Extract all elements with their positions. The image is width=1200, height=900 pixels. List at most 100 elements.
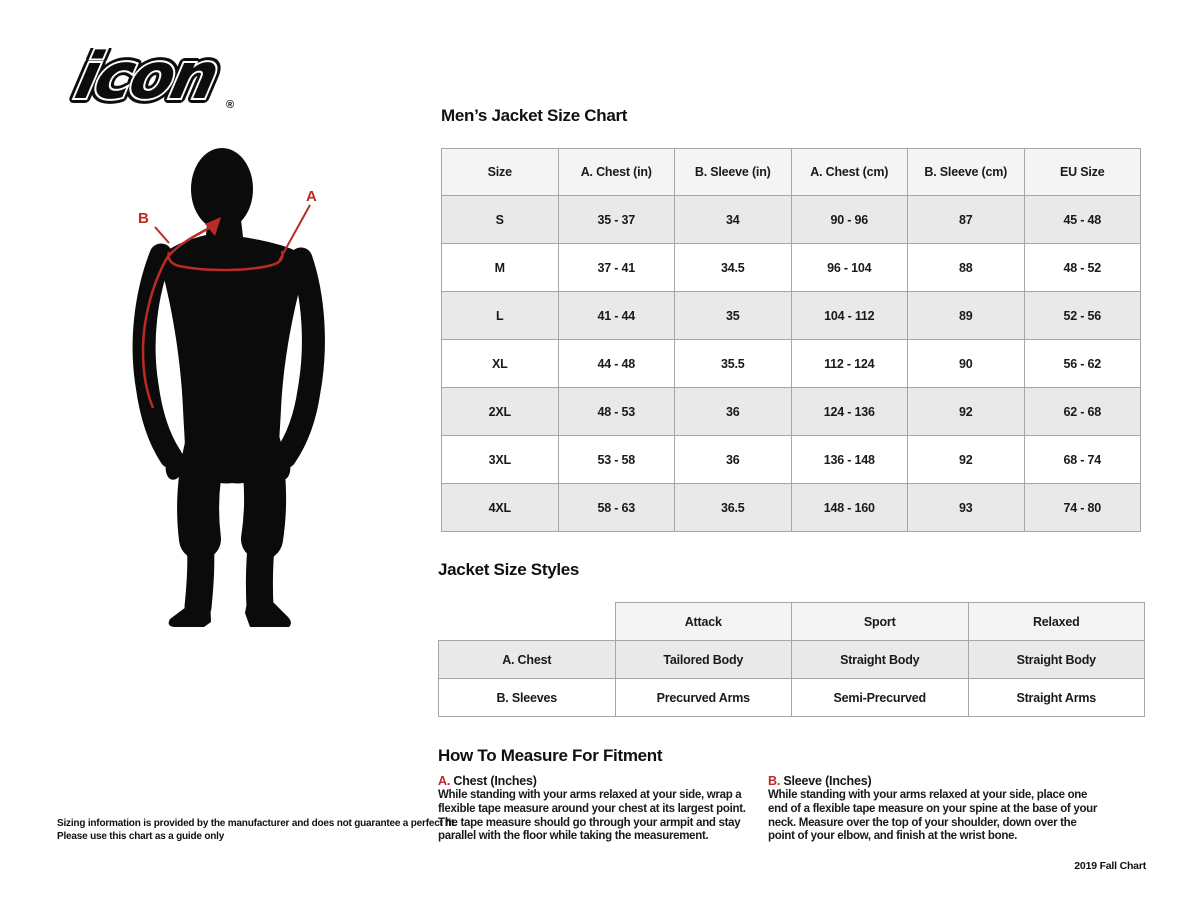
disclaimer-line-2: Please use this chart as a guide only [57, 831, 225, 842]
b-pointer-line [154, 226, 170, 244]
row-label: S [441, 195, 559, 244]
cell: 34.5 [674, 243, 792, 292]
cell: 35 [674, 291, 792, 340]
size-chart-table: Size A. Chest (in) B. Sleeve (in) A. Chest … [441, 148, 1141, 532]
table-row: 3XL 53 - 58 36 136 - 148 92 68 - 74 [441, 435, 1141, 484]
cell: 92 [907, 387, 1025, 436]
size-chart-title: Men’s Jacket Size Chart [441, 106, 628, 125]
column-header: Size [441, 148, 559, 196]
chart-version-label: 2019 Fall Chart [1074, 860, 1146, 872]
column-header: A. Chest (cm) [790, 148, 908, 196]
row-label: 4XL [441, 483, 559, 532]
column-header: Relaxed [967, 602, 1145, 641]
cell: 90 - 96 [790, 195, 908, 244]
measure-chest-block: A. Chest (Inches) While standing with yo… [438, 774, 763, 844]
measure-section-title: How To Measure For Fitment [438, 746, 663, 765]
blank-corner-cell [439, 603, 616, 641]
table-row: M 37 - 41 34.5 96 - 104 88 48 - 52 [441, 243, 1141, 292]
measure-chest-body: While standing with your arms relaxed at… [438, 789, 746, 843]
cell: 104 - 112 [790, 291, 908, 340]
row-label: 2XL [441, 387, 559, 436]
cell: 88 [907, 243, 1025, 292]
cell: 92 [907, 435, 1025, 484]
row-label: B. Sleeves [438, 678, 616, 717]
measure-chest-prefix: A. [438, 774, 451, 788]
cell: 124 - 136 [790, 387, 908, 436]
styles-table-container: Attack Sport Relaxed A. Chest Tailored Body… [438, 602, 1145, 717]
row-label: 3XL [441, 435, 559, 484]
cell: 74 - 80 [1023, 483, 1141, 532]
disclaimer-line-1: Sizing information is provided by the ma… [57, 818, 457, 829]
sleeve-measure-line [141, 223, 216, 409]
logo-outline-layer: icon [69, 48, 223, 112]
table-row: XL 44 - 48 35.5 112 - 124 90 56 - 62 [441, 339, 1141, 388]
cell: 36 [674, 387, 792, 436]
cell: 52 - 56 [1023, 291, 1141, 340]
row-label: L [441, 291, 559, 340]
cell: 148 - 160 [790, 483, 908, 532]
cell: 35 - 37 [557, 195, 675, 244]
row-label: A. Chest [438, 640, 616, 679]
cell: Semi-Precurved [791, 678, 969, 717]
cell: 56 - 62 [1023, 339, 1141, 388]
cell: 96 - 104 [790, 243, 908, 292]
measure-chest-heading-text: Chest (Inches) [453, 774, 537, 788]
cell: Precurved Arms [614, 678, 792, 717]
styles-chart-title: Jacket Size Styles [438, 560, 580, 579]
cell: 36 [674, 435, 792, 484]
measure-chest-heading: A. Chest (Inches) [438, 774, 763, 788]
column-header: A. Chest (in) [557, 148, 675, 196]
cell: Straight Body [791, 640, 969, 679]
styles-header-row: Attack Sport Relaxed [439, 602, 1145, 641]
measurement-figure: B A [132, 148, 325, 627]
cell: 36.5 [674, 483, 792, 532]
figure-label-b: B [138, 210, 149, 227]
column-header: Attack [614, 602, 792, 641]
cell: 48 - 53 [557, 387, 675, 436]
cell: 35.5 [674, 339, 792, 388]
measure-sleeve-prefix: B. [768, 774, 781, 788]
row-label: XL [441, 339, 559, 388]
cell: 41 - 44 [557, 291, 675, 340]
styles-table: Attack Sport Relaxed A. Chest Tailored Body… [438, 602, 1145, 717]
cell: 93 [907, 483, 1025, 532]
cell: 37 - 41 [557, 243, 675, 292]
a-pointer-line [278, 204, 311, 262]
measurement-guides [141, 204, 311, 409]
cell: Straight Arms [967, 678, 1145, 717]
logo-keyline-layer: icon [69, 48, 223, 112]
table-row: 2XL 48 - 53 36 124 - 136 92 62 - 68 [441, 387, 1141, 436]
registered-trademark-icon: ® [226, 99, 234, 111]
column-header: B. Sleeve (cm) [907, 148, 1025, 196]
measure-sleeve-body: While standing with your arms relaxed at… [768, 789, 1098, 843]
table-row: A. Chest Tailored Body Straight Body Straig… [438, 640, 1145, 679]
cell: Straight Body [967, 640, 1145, 679]
cell: 53 - 58 [557, 435, 675, 484]
man-silhouette-icon [132, 148, 325, 627]
measure-sleeve-block: B. Sleeve (Inches) While standing with y… [768, 774, 1100, 844]
measure-sleeve-heading-text: Sleeve (Inches) [783, 774, 872, 788]
table-row: S 35 - 37 34 90 - 96 87 45 - 48 [441, 195, 1141, 244]
cell: 58 - 63 [557, 483, 675, 532]
cell: 136 - 148 [790, 435, 908, 484]
column-header: B. Sleeve (in) [674, 148, 792, 196]
column-header: Sport [791, 602, 969, 641]
cell: 62 - 68 [1023, 387, 1141, 436]
figure-label-a: A [306, 188, 317, 205]
cell: 90 [907, 339, 1025, 388]
measure-sleeve-heading: B. Sleeve (Inches) [768, 774, 1100, 788]
size-chart-header-row: Size A. Chest (in) B. Sleeve (in) A. Chest … [441, 148, 1141, 196]
cell: 44 - 48 [557, 339, 675, 388]
logo-fill-layer: icon [69, 48, 223, 112]
column-header: EU Size [1023, 148, 1141, 196]
cell: 48 - 52 [1023, 243, 1141, 292]
cell: 87 [907, 195, 1025, 244]
table-row: L 41 - 44 35 104 - 112 89 52 - 56 [441, 291, 1141, 340]
cell: 112 - 124 [790, 339, 908, 388]
cell: 34 [674, 195, 792, 244]
sizing-disclaimer: Sizing information is provided by the ma… [57, 817, 457, 843]
table-row: 4XL 58 - 63 36.5 148 - 160 93 74 - 80 [441, 483, 1141, 532]
cell: 89 [907, 291, 1025, 340]
row-label: M [441, 243, 559, 292]
cell: 45 - 48 [1023, 195, 1141, 244]
